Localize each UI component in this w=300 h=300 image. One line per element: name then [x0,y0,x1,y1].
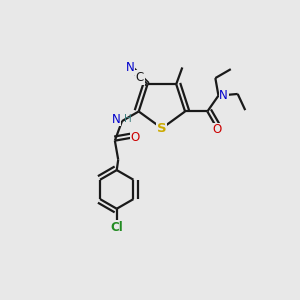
Text: Cl: Cl [110,221,123,234]
Text: O: O [212,123,222,136]
Text: N: N [126,61,135,74]
Text: N: N [112,113,121,126]
Text: N: N [219,89,228,102]
Text: S: S [157,122,167,135]
Text: C: C [136,71,144,84]
Text: H: H [124,114,132,124]
Text: O: O [130,131,140,144]
